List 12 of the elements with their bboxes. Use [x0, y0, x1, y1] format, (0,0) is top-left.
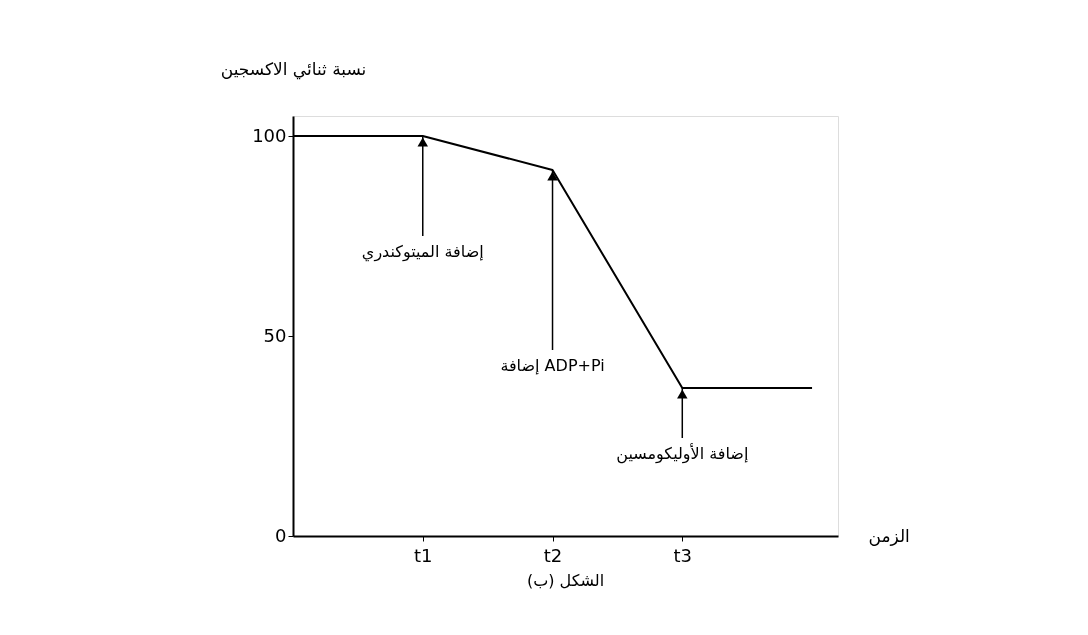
x-axis-title: الزمن — [868, 525, 910, 546]
x-tick-label: t3 — [673, 544, 693, 566]
text: الشكل (ب) — [526, 571, 605, 590]
y-tick-label: 0 — [275, 524, 287, 546]
y-tick-label: 50 — [263, 324, 287, 346]
y-axis-title: نسبة ثنائي الاكسجين — [220, 58, 367, 80]
y-tick-label: 100 — [252, 124, 287, 146]
x-tick-label: t1 — [414, 544, 433, 566]
annotation: إضافة الميتوكندري — [361, 242, 484, 262]
x-tick-label: t2 — [543, 544, 563, 566]
annotation: إضافة الأوليكومسين — [616, 443, 749, 464]
annotation: إضافة ADP+Pi — [500, 356, 605, 375]
